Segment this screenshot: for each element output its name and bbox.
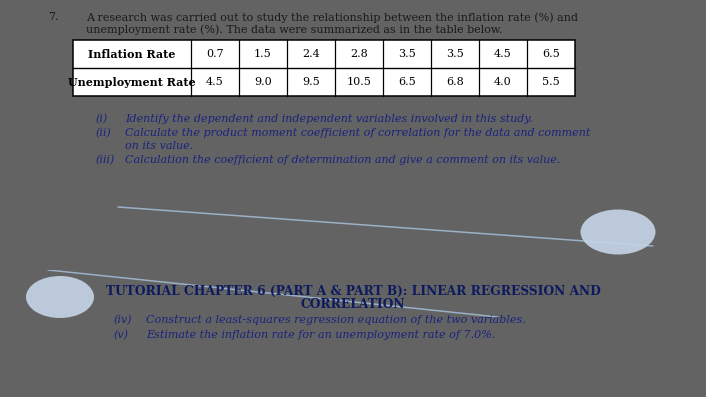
Text: 5.5: 5.5 <box>542 77 560 87</box>
Text: (i): (i) <box>96 114 108 124</box>
Text: Identify the dependent and independent variables involved in this study.: Identify the dependent and independent v… <box>125 114 532 124</box>
Bar <box>73 40 575 96</box>
Text: Unemployment Rate: Unemployment Rate <box>68 77 196 87</box>
Text: 10.5: 10.5 <box>347 77 371 87</box>
Text: (ii): (ii) <box>96 128 112 138</box>
Text: 3.5: 3.5 <box>398 49 416 59</box>
Text: 0.7: 0.7 <box>206 49 224 59</box>
Text: 9.5: 9.5 <box>302 77 320 87</box>
Ellipse shape <box>26 276 94 318</box>
Text: 6.5: 6.5 <box>542 49 560 59</box>
Text: 4.5: 4.5 <box>494 49 512 59</box>
Text: A research was carried out to study the relationship between the inflation rate : A research was carried out to study the … <box>86 12 578 23</box>
Text: CORRELATION: CORRELATION <box>301 298 405 311</box>
Text: 4.0: 4.0 <box>494 77 512 87</box>
Text: 6.5: 6.5 <box>398 77 416 87</box>
Text: (v): (v) <box>113 330 128 340</box>
Text: 2.8: 2.8 <box>350 49 368 59</box>
Text: Calculate the product moment coefficient of correlation for the data and comment: Calculate the product moment coefficient… <box>125 128 590 138</box>
Text: 3.5: 3.5 <box>446 49 464 59</box>
Text: 6.8: 6.8 <box>446 77 464 87</box>
Text: Estimate the inflation rate for an unemployment rate of 7.0%.: Estimate the inflation rate for an unemp… <box>146 330 496 340</box>
Text: 4.5: 4.5 <box>206 77 224 87</box>
Text: unemployment rate (%). The data were summarized as in the table below.: unemployment rate (%). The data were sum… <box>86 24 503 35</box>
Text: Calculation the coefficient of determination and give a comment on its value.: Calculation the coefficient of determina… <box>125 155 561 165</box>
Text: 9.0: 9.0 <box>254 77 272 87</box>
Text: 2.4: 2.4 <box>302 49 320 59</box>
Text: 7.: 7. <box>48 12 59 22</box>
Text: (iv): (iv) <box>113 315 131 325</box>
Ellipse shape <box>580 210 655 254</box>
Text: on its value.: on its value. <box>125 141 193 151</box>
Text: (iii): (iii) <box>96 155 115 165</box>
Text: Construct a least-squares regression equation of the two variables.: Construct a least-squares regression equ… <box>146 315 526 325</box>
Text: Inflation Rate: Inflation Rate <box>88 48 176 60</box>
Text: 1.5: 1.5 <box>254 49 272 59</box>
Text: TUTORIAL CHAPTER 6 (PART A & PART B): LINEAR REGRESSION AND: TUTORIAL CHAPTER 6 (PART A & PART B): LI… <box>106 285 600 298</box>
